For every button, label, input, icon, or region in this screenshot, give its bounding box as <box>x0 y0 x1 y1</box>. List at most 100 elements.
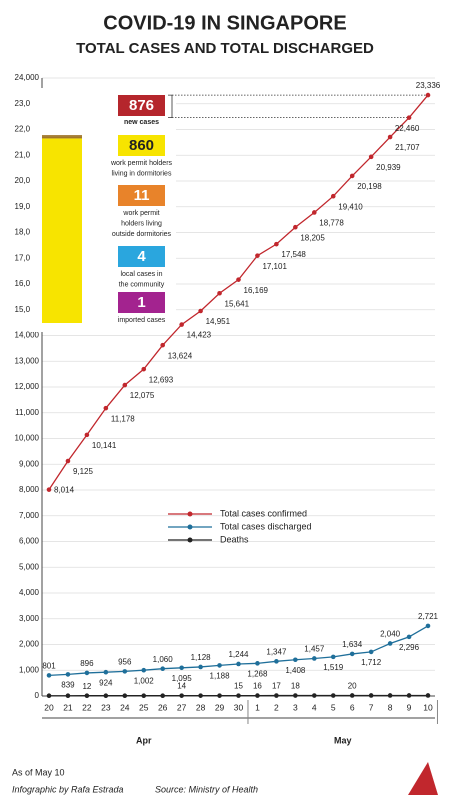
data-point <box>65 458 71 464</box>
breakdown-value: 860 <box>129 137 154 154</box>
chart-title: COVID-19 IN SINGAPORE <box>103 12 346 34</box>
data-label: 14,423 <box>187 331 212 340</box>
chart-subtitle: TOTAL CASES AND TOTAL DISCHARGED <box>76 40 374 57</box>
data-label: 18,205 <box>300 233 325 242</box>
data-point <box>387 641 393 646</box>
data-label: 2,721 <box>418 612 439 621</box>
data-label: 17,548 <box>281 250 306 259</box>
y-tick-label: 5,000 <box>19 562 40 571</box>
y-tick-label: 23,000 <box>15 99 40 108</box>
breakdown-segment <box>42 138 82 323</box>
data-point <box>255 253 260 258</box>
data-point <box>425 693 431 698</box>
data-point <box>274 241 279 247</box>
data-point <box>368 154 374 160</box>
y-tick-label: 3,000 <box>19 614 40 623</box>
data-point <box>255 693 260 698</box>
new-cases-label: new cases <box>124 119 159 126</box>
month-label: May <box>334 735 352 745</box>
data-label: 12,075 <box>130 391 155 400</box>
data-point <box>368 693 374 698</box>
x-tick-label: 21 <box>63 702 73 712</box>
y-tick-label: 6,000 <box>19 537 40 546</box>
data-point <box>84 670 90 676</box>
data-point <box>349 173 355 179</box>
data-point <box>293 657 298 663</box>
x-tick-label: 27 <box>177 702 187 712</box>
y-tick-label: 11,000 <box>15 408 39 417</box>
x-tick-label: 4 <box>312 702 317 712</box>
data-point <box>103 405 109 411</box>
x-tick-label: 24 <box>120 702 130 712</box>
data-label: 1,128 <box>191 653 212 662</box>
data-point <box>406 634 412 640</box>
y-tick-label: 0 <box>35 691 40 700</box>
data-label: 1,188 <box>210 672 231 681</box>
breakdown-box <box>118 246 165 267</box>
data-point <box>330 693 336 698</box>
data-label: 1,634 <box>342 640 363 649</box>
data-point <box>217 693 222 698</box>
data-point <box>349 651 355 657</box>
data-label: 924 <box>99 678 113 687</box>
source: Source: Ministry of Health <box>155 784 258 794</box>
data-label: 956 <box>118 657 132 666</box>
y-tick-label: 1,000 <box>19 665 40 674</box>
y-tick-label: 22,000 <box>15 125 40 134</box>
x-tick-label: 8 <box>388 702 393 712</box>
data-label: 839 <box>61 681 75 690</box>
data-point <box>330 193 336 199</box>
data-point <box>236 661 241 667</box>
data-point <box>141 667 147 673</box>
data-label: 1,002 <box>134 676 155 685</box>
breakdown-label: outside dormitories <box>112 231 172 238</box>
breakdown-label: holders living <box>121 220 162 227</box>
data-point <box>274 659 279 664</box>
legend-label: Total cases confirmed <box>220 508 307 518</box>
x-tick-label: 2 <box>274 702 279 712</box>
data-point <box>179 693 184 698</box>
data-point <box>236 693 241 698</box>
data-label: 10,141 <box>92 441 117 450</box>
data-label: 8,014 <box>54 486 75 495</box>
legend-marker <box>187 524 193 530</box>
x-tick-label: 1 <box>255 702 260 712</box>
x-tick-label: 30 <box>234 702 244 712</box>
y-tick-label: 8,000 <box>19 485 40 494</box>
data-label: 1,268 <box>247 669 268 678</box>
data-point <box>141 693 147 698</box>
data-label: 16,169 <box>244 286 269 295</box>
data-point <box>349 693 355 698</box>
data-point <box>217 290 222 296</box>
data-point <box>312 656 317 661</box>
data-label: 17,101 <box>262 262 287 271</box>
y-tick-label: 16,000 <box>15 279 40 288</box>
data-label: 14,951 <box>206 317 231 326</box>
data-label: 21,707 <box>395 143 420 152</box>
x-tick-label: 10 <box>423 702 433 712</box>
data-point <box>312 210 317 215</box>
data-point <box>236 277 241 282</box>
data-label: 17 <box>272 682 281 691</box>
data-point <box>179 665 184 671</box>
data-label: 1,457 <box>304 645 325 654</box>
data-point <box>160 693 165 698</box>
data-point <box>425 92 431 98</box>
breakdown-box <box>118 185 165 206</box>
data-point <box>179 322 184 327</box>
data-point <box>293 224 298 230</box>
data-label: 23,336 <box>416 81 441 90</box>
breakdown-segment <box>42 135 82 137</box>
data-point <box>65 672 71 677</box>
data-point <box>198 308 203 314</box>
y-tick-label: 13,000 <box>15 356 40 365</box>
data-label: 1,712 <box>361 658 382 667</box>
legend-marker <box>187 537 193 543</box>
y-tick-label: 10,000 <box>15 434 40 443</box>
data-point <box>160 342 165 348</box>
data-point <box>160 666 165 672</box>
breakdown-label: local cases in <box>120 271 162 278</box>
data-point <box>255 661 260 666</box>
y-tick-label: 20,000 <box>15 176 40 185</box>
